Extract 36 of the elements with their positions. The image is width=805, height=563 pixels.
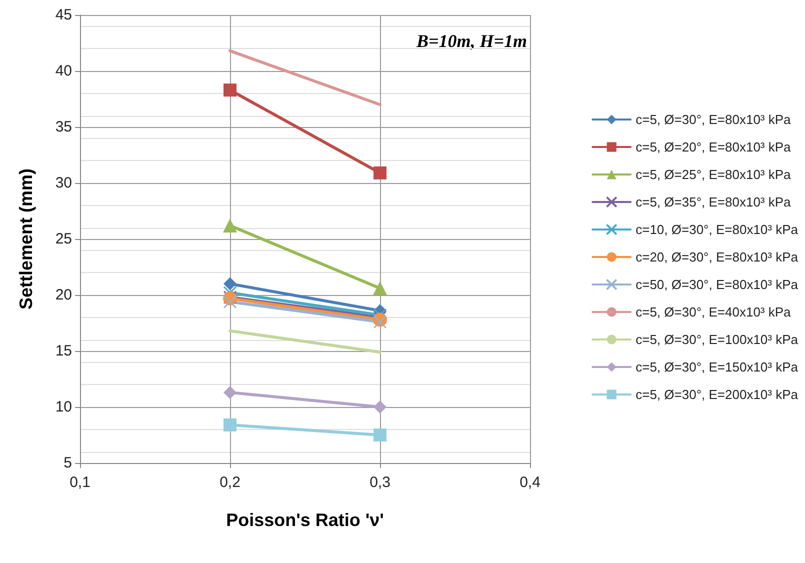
point [373,315,387,329]
point [374,400,386,414]
x-tick-label: 0,1 [70,474,90,491]
point [224,277,236,290]
point [374,166,386,180]
x-axis-title: Poisson's Ratio 'ν' [226,510,384,530]
legend-label: c=5, Ø=30°, E=80x10³ kPa [636,112,792,127]
point [224,418,236,432]
y-tick-label: 40 [55,62,72,80]
point [224,84,236,97]
y-tick-label: 15 [55,342,72,360]
y-tick-label: 25 [55,230,72,248]
y-tick-label: 45 [55,6,72,24]
point [374,428,386,442]
y-tick-label: 35 [55,118,72,136]
legend-label: c=5, Ø=20°, E=80x10³ kPa [636,140,792,154]
legend-label: c=50, Ø=30°, E=80x10³ kPa [636,277,799,292]
x-tick-label: 0,3 [370,474,390,491]
legend-label: c=5, Ø=25°, E=80x10³ kPa [636,167,792,182]
y-tick-label: 10 [55,398,72,416]
legend-label: c=10, Ø=30°, E=80x10³ kPa [636,222,799,237]
legend-label: c=5, Ø=30°, E=150x10³ kPa [636,360,799,374]
legend-label: c=5, Ø=30°, E=100x10³ kPa [636,332,799,347]
y-tick-label: 20 [55,286,72,304]
y-tick-label: 5 [64,454,72,472]
y-axis-title: Settlement (mm) [16,168,36,310]
point [224,386,236,399]
point [223,294,237,308]
annotation: B=10m, H=1m [415,31,528,51]
legend-label: c=20, Ø=30°, E=80x10³ kPa [636,250,799,264]
legend-label: c=5, Ø=35°, E=80x10³ kPa [636,194,792,210]
x-tick-label: 0,2 [220,474,240,491]
legend-label: c=5, Ø=30°, E=200x10³ kPa [636,387,799,402]
y-tick-label: 30 [55,174,72,192]
x-tick-label: 0,4 [520,474,540,491]
legend-label: c=5, Ø=30°, E=40x10³ kPa [636,304,792,320]
